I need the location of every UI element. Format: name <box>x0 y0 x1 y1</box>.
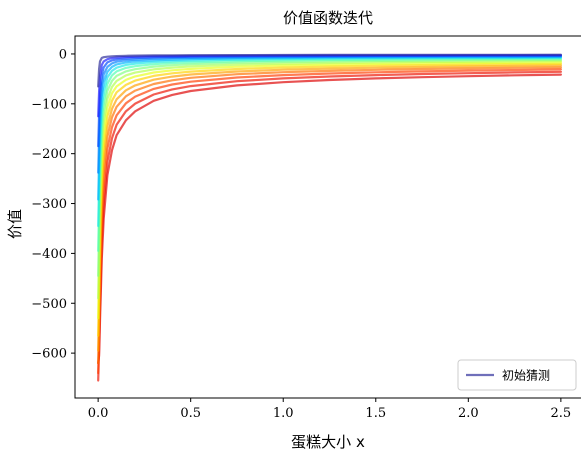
x-tick-label-2: 1.0 <box>273 406 294 421</box>
series-line-9 <box>97 61 563 320</box>
series-layer <box>97 53 563 382</box>
series-line-15 <box>97 73 563 365</box>
series-line-14 <box>97 70 563 382</box>
ticks-layer: 0.0 0.5 1.0 1.5 2.0 2.5 0 −100 −200 −300 −400 −500 −… <box>31 47 571 421</box>
series-line-6 <box>97 57 563 252</box>
y-tick-label-5: −500 <box>31 297 67 312</box>
y-axis-label: 价值 <box>6 209 24 239</box>
y-tick-label-6: −600 <box>31 347 67 362</box>
y-tick-label-3: −300 <box>31 197 67 212</box>
x-tick-label-3: 1.5 <box>365 406 386 421</box>
x-tick-label-5: 2.5 <box>551 406 572 421</box>
x-tick-label-0: 0.0 <box>88 406 109 421</box>
series-line-5 <box>97 56 563 228</box>
series-line-10 <box>97 62 563 337</box>
series-line-0 <box>97 53 563 88</box>
x-axis-label: 蛋糕大小 x <box>291 433 365 451</box>
legend: 初始猜测 <box>457 359 577 391</box>
series-line-12 <box>97 66 563 365</box>
x-tick-label-1: 0.5 <box>180 406 201 421</box>
legend-box <box>457 359 577 391</box>
series-line-7 <box>97 58 563 277</box>
y-tick-label-0: 0 <box>59 47 67 62</box>
series-line-11 <box>97 64 563 352</box>
chart-title: 价值函数迭代 <box>283 9 373 27</box>
y-tick-label-1: −100 <box>31 97 67 112</box>
y-tick-label-4: −400 <box>31 247 67 262</box>
plot-frame <box>74 35 581 399</box>
x-tick-label-4: 2.0 <box>458 406 479 421</box>
series-line-13 <box>97 68 563 375</box>
legend-label: 初始猜测 <box>502 369 550 383</box>
y-tick-label-2: −200 <box>31 147 67 162</box>
